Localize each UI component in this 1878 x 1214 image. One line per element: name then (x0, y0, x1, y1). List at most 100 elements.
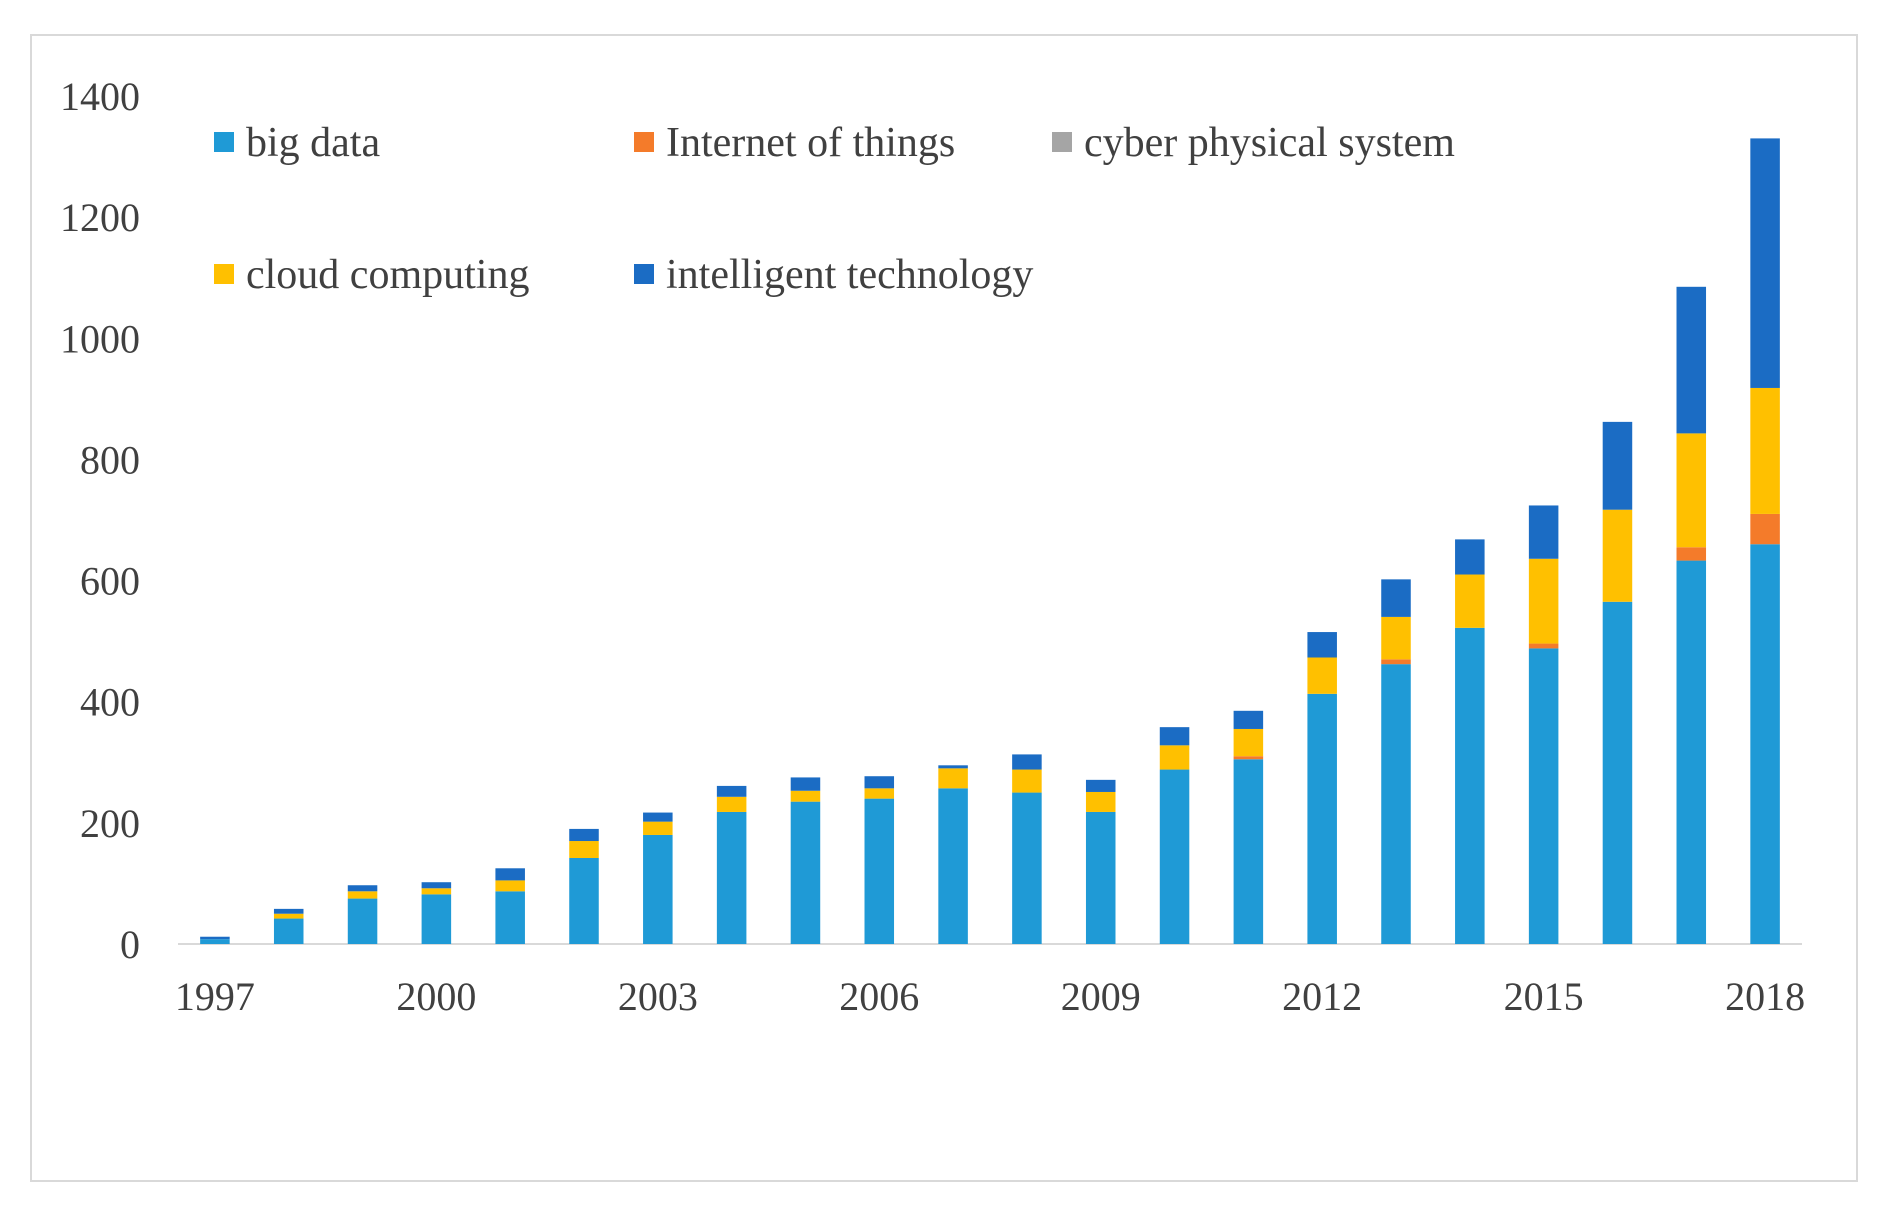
x-tick-label-2009: 2009 (1061, 974, 1141, 1019)
bar-cloud-computing-2017 (1676, 433, 1707, 548)
x-tick-label-2003: 2003 (618, 974, 698, 1019)
bar-intelligent-technology-2012 (1307, 632, 1337, 658)
bar-intelligent-technology-2013 (1381, 579, 1411, 617)
legend-swatch-cyber-physical-system (1052, 132, 1072, 152)
bar-big-data-2014 (1455, 627, 1485, 944)
bar-intelligent-technology-2018 (1750, 138, 1780, 388)
bar-stack-2009 (1085, 779, 1116, 944)
bar-intelligent-technology-2004 (716, 785, 747, 797)
y-tick-label-400: 400 (80, 680, 140, 725)
bar-intelligent-technology-2008 (1012, 754, 1042, 770)
bar-internet-of-things-2015 (1528, 643, 1559, 649)
bar-internet-of-things-2017 (1676, 547, 1707, 561)
legend-label-internet-of-things: Internet of things (666, 120, 955, 166)
legend-label-cloud-computing: cloud computing (246, 252, 529, 298)
bar-intelligent-technology-2003 (643, 812, 673, 822)
bar-intelligent-technology-1997 (200, 936, 230, 940)
bar-stack-2002 (569, 828, 599, 944)
bar-big-data-2003 (643, 834, 673, 944)
bar-cloud-computing-1999 (347, 891, 378, 899)
bar-big-data-2008 (1012, 792, 1042, 944)
bar-stack-2001 (495, 868, 525, 944)
bar-stack-2017 (1676, 286, 1707, 944)
bar-cloud-computing-2006 (864, 788, 895, 799)
bar-stack-2016 (1602, 421, 1633, 944)
bar-big-data-2001 (495, 891, 525, 944)
bar-cloud-computing-2015 (1528, 558, 1559, 644)
bar-stack-2012 (1307, 632, 1337, 944)
bar-cloud-computing-2002 (569, 841, 599, 858)
legend-swatch-cloud-computing (214, 264, 234, 284)
bar-stack-2014 (1455, 539, 1485, 944)
bar-big-data-2010 (1159, 769, 1190, 944)
y-tick-label-200: 200 (80, 801, 140, 846)
legend-item-intelligent-technology: intelligent technology (634, 252, 1033, 298)
bar-big-data-2018 (1750, 544, 1780, 944)
bar-big-data-2011 (1233, 759, 1264, 944)
bar-intelligent-technology-2006 (864, 776, 895, 789)
y-tick-label-600: 600 (80, 559, 140, 604)
bar-cloud-computing-2016 (1602, 509, 1633, 602)
bar-internet-of-things-2013 (1381, 659, 1411, 665)
bar-intelligent-technology-2011 (1233, 710, 1264, 729)
bar-intelligent-technology-2007 (938, 765, 968, 769)
y-tick-label-1000: 1000 (60, 316, 140, 361)
y-tick-label-0: 0 (120, 922, 140, 967)
bar-big-data-2006 (864, 798, 895, 944)
x-tick-label-2015: 2015 (1504, 974, 1584, 1019)
bar-big-data-1998 (273, 918, 304, 944)
bar-internet-of-things-2011 (1233, 756, 1264, 760)
x-tick-label-1997: 1997 (175, 974, 255, 1019)
bar-stack-2004 (716, 785, 747, 944)
bar-cloud-computing-2000 (421, 888, 452, 895)
bar-cloud-computing-2014 (1455, 574, 1485, 628)
bar-stack-1999 (347, 885, 378, 944)
bar-intelligent-technology-1999 (347, 885, 378, 892)
x-tick-label-2012: 2012 (1282, 974, 1362, 1019)
bar-big-data-2012 (1307, 693, 1337, 944)
legend: big data Internet of things cyber physical… (214, 120, 1455, 298)
bar-cloud-computing-2007 (938, 768, 968, 789)
bar-stack-2015 (1528, 505, 1559, 944)
bar-stack-2005 (790, 777, 821, 944)
x-tick-label-2000: 2000 (396, 974, 476, 1019)
bar-cloud-computing-2010 (1159, 745, 1190, 770)
y-tick-label-1200: 1200 (60, 195, 140, 240)
bar-big-data-2002 (569, 857, 599, 944)
legend-label-intelligent-technology: intelligent technology (666, 252, 1033, 298)
bar-intelligent-technology-2009 (1085, 779, 1116, 792)
bar-stack-2003 (643, 812, 673, 944)
legend-label-big-data: big data (246, 120, 380, 166)
bar-big-data-2007 (938, 788, 968, 944)
bar-big-data-2004 (716, 811, 747, 944)
bar-intelligent-technology-2000 (421, 882, 452, 889)
bar-cloud-computing-2001 (495, 880, 525, 892)
legend-swatch-big-data (214, 132, 234, 152)
bar-cloud-computing-2011 (1233, 728, 1264, 757)
legend-swatch-intelligent-technology (634, 264, 654, 284)
bar-intelligent-technology-2005 (790, 777, 821, 791)
bar-cloud-computing-2009 (1085, 791, 1116, 812)
bar-cloud-computing-2005 (790, 790, 821, 802)
bar-intelligent-technology-2002 (569, 828, 599, 842)
bar-stack-2008 (1012, 754, 1042, 944)
bar-intelligent-technology-2014 (1455, 539, 1485, 575)
legend-item-big-data: big data (214, 120, 380, 166)
bar-intelligent-technology-1998 (273, 908, 304, 914)
bar-stack-2013 (1381, 579, 1411, 944)
bar-cloud-computing-2018 (1750, 387, 1780, 514)
bar-big-data-2000 (421, 894, 452, 944)
bar-big-data-1997 (200, 939, 230, 944)
bar-stack-1998 (273, 908, 304, 944)
bar-stack-2006 (864, 776, 895, 944)
bar-stack-2018 (1750, 138, 1780, 944)
bar-big-data-1999 (347, 898, 378, 944)
bar-big-data-2005 (790, 801, 821, 944)
legend-item-cyber-physical-system: cyber physical system (1052, 120, 1455, 166)
bar-cloud-computing-2013 (1381, 616, 1411, 660)
bar-intelligent-technology-2010 (1159, 727, 1190, 746)
bar-big-data-2009 (1085, 811, 1116, 944)
bar-internet-of-things-2018 (1750, 513, 1780, 545)
legend-swatch-internet-of-things (634, 132, 654, 152)
x-tick-label-2018: 2018 (1725, 974, 1805, 1019)
